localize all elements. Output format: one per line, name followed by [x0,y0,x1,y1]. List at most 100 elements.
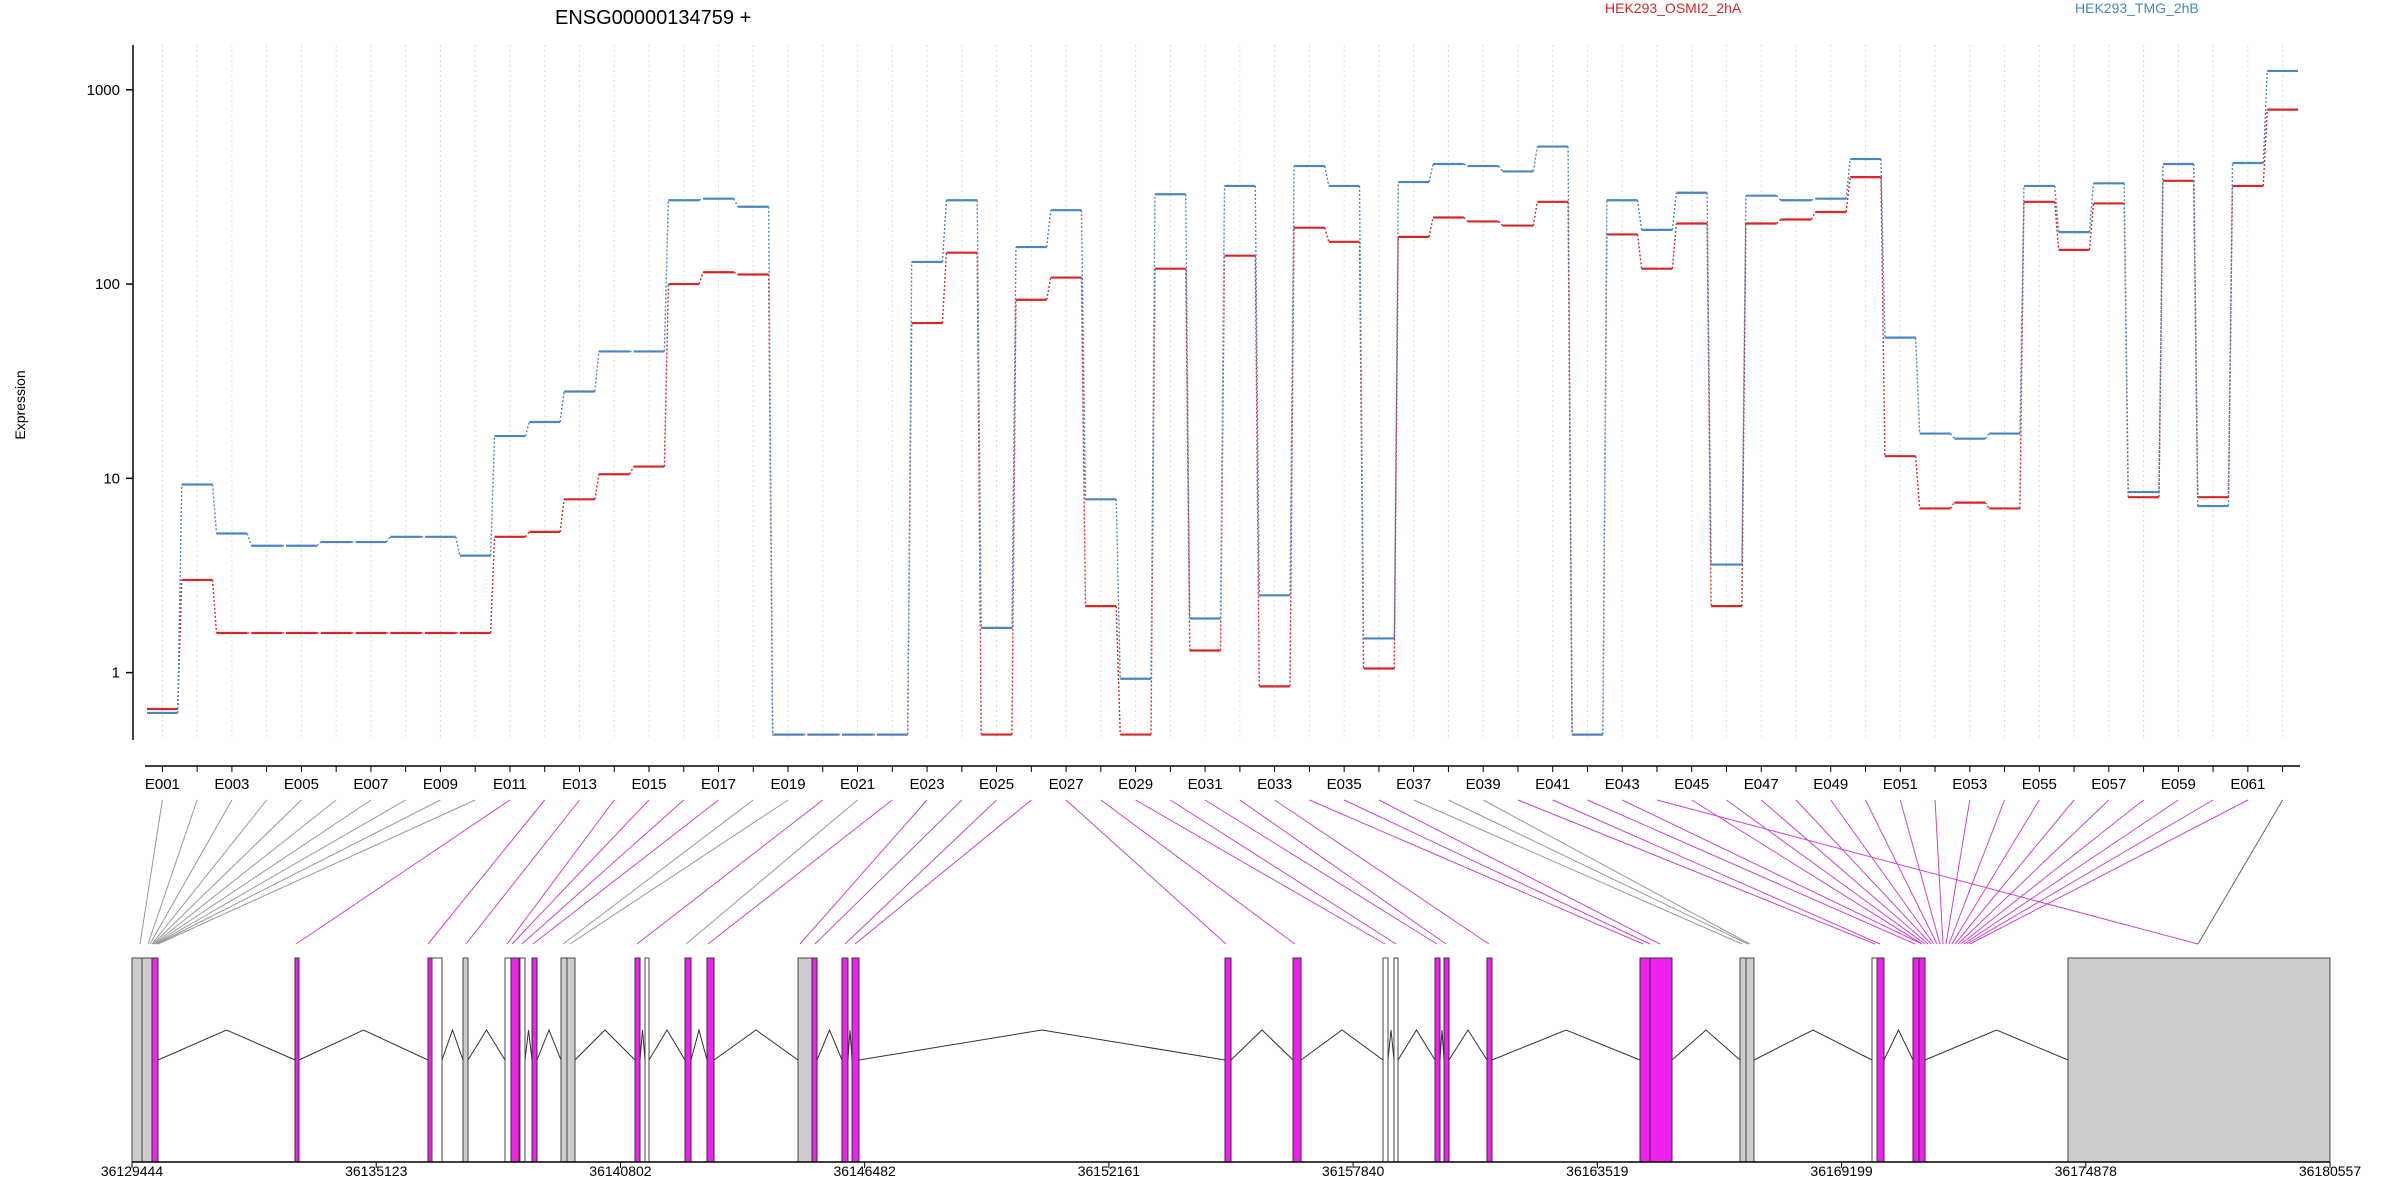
connector [385,536,391,543]
exon-box [141,957,153,1163]
connector [663,200,670,352]
coord-tick-label: 36135123 [345,1163,408,1179]
connector [1636,200,1643,230]
connector [2019,185,2025,434]
legend-entry-osmi2: HEK293_OSMI2_2hA [1605,0,1742,16]
x-tick-label: E003 [214,776,249,793]
gridlines [161,45,2284,740]
exon-box [1876,957,1885,1163]
exon-box [797,957,813,1163]
connector [1463,163,1469,167]
connector [177,484,183,713]
intron [690,1028,708,1061]
coord-tick-label: 36140802 [589,1163,652,1179]
x-tick-label: E005 [284,776,319,793]
exon-box [811,957,818,1163]
exon-box [841,957,849,1163]
y-axis: 1 10 100 1000 [87,45,134,740]
x-tick-label: E045 [1674,776,1709,793]
coord-tick-label: 36163519 [1566,1163,1629,1179]
intron [1387,1029,1395,1061]
connector [1185,194,1191,619]
exon-link [157,799,476,945]
exon-link [149,799,233,945]
exon-link [799,799,928,945]
x-tick-label: E019 [771,776,806,793]
connector [2053,185,2060,233]
exon-link [1239,799,1447,945]
x-tick-label: E023 [910,776,945,793]
exon-link [521,799,685,945]
exon-box [1486,957,1493,1163]
intron [1671,1029,1741,1061]
y-tick-label: 100 [95,276,120,293]
exon-box [1745,957,1755,1163]
connector [941,200,948,262]
exon-link [1587,799,1916,945]
exon-box [1292,957,1302,1163]
x-tick-label: E053 [1952,776,1987,793]
connector [1289,166,1295,596]
connector [1080,277,1087,607]
exon-link [1957,799,2110,945]
connector [1776,195,1782,201]
gene-model [131,957,2331,1163]
connector [2227,162,2234,507]
connector [1845,158,1851,199]
connector [1949,433,1955,440]
exon-link [1760,799,1929,945]
connector [628,466,635,475]
connector [1011,299,1017,735]
connector [1949,502,1955,509]
connector [559,391,565,423]
connector [489,436,496,556]
exon-link [1170,799,1397,945]
exon-link [1135,799,1386,945]
legend-entry-tmg: HEK293_TMG_2hB [2075,0,2199,16]
intron [639,1029,646,1061]
connector [594,351,600,392]
exon-box [1639,957,1651,1163]
intron [1883,1028,1914,1061]
x-tick-label: E009 [423,776,458,793]
connector [489,536,496,633]
connector [1254,185,1260,596]
exon-link [1448,799,1749,945]
exon-link [151,799,268,945]
exon-box [1871,957,1878,1163]
x-tick-label: E047 [1744,776,1779,793]
connector [1011,247,1017,628]
exon-link [1948,799,2006,945]
coord-tick-label: 36129444 [101,1163,164,1179]
connector [1741,195,1747,565]
exon-link [1969,799,2249,945]
exon-box [1912,957,1920,1163]
connector [211,484,218,534]
x-tick-label: E037 [1396,776,1431,793]
coord-tick-label: 36146482 [834,1163,897,1179]
exon-link [1482,799,1751,945]
connector [2262,109,2268,186]
exon-link [1100,799,1296,945]
intron [858,1029,1226,1061]
connector [976,200,982,628]
intron [648,1029,686,1061]
x-tick-label: E061 [2230,776,2265,793]
exon-box [1918,957,1926,1163]
exon-link-lines [139,799,2284,945]
exon-link [1552,799,1881,945]
coord-tick-label: 36157840 [1322,1163,1385,1179]
x-tick-label: E001 [145,776,180,793]
exon-link [854,799,1032,945]
exon-box [151,957,159,1163]
exon-link [1960,799,2144,945]
connector [1811,198,1816,201]
exon-link [295,799,511,945]
x-tick-label: E039 [1466,776,1501,793]
connector [524,421,531,437]
connector [2158,163,2164,493]
connector [698,198,704,201]
x-tick-label: E029 [1118,776,1153,793]
exon-link [1309,799,1644,945]
y-axis-label: Expression [12,370,28,439]
